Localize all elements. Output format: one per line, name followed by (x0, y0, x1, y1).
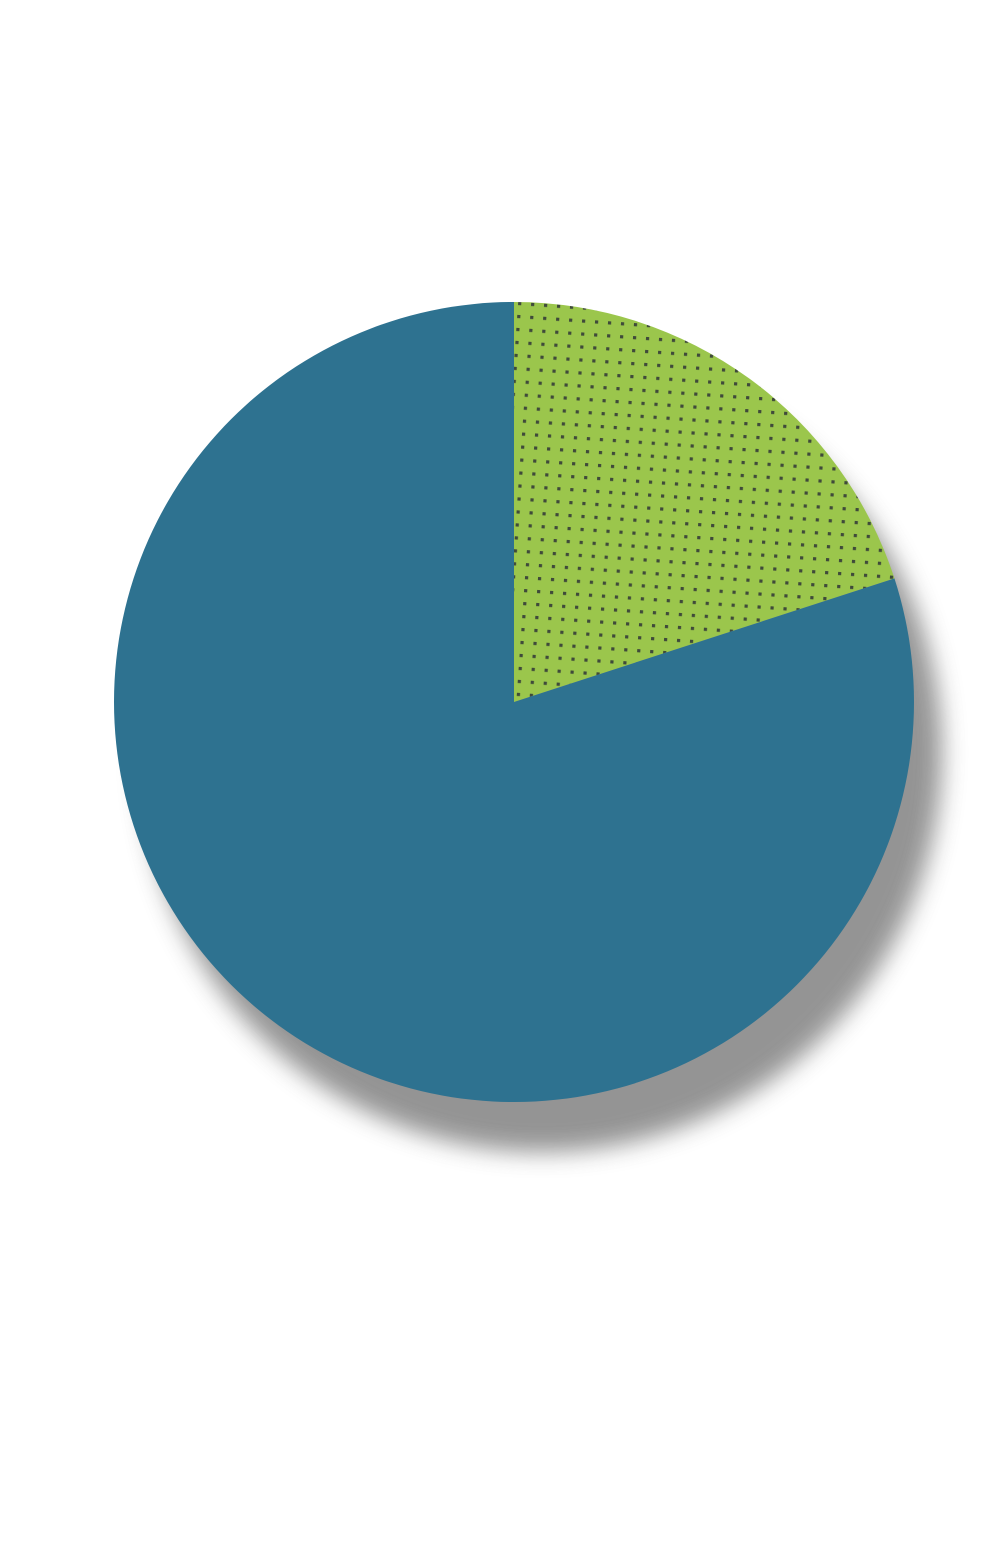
pie-slices (114, 302, 915, 1102)
pie-slice-2 (114, 302, 915, 1102)
pie-slice-1 (514, 302, 895, 702)
